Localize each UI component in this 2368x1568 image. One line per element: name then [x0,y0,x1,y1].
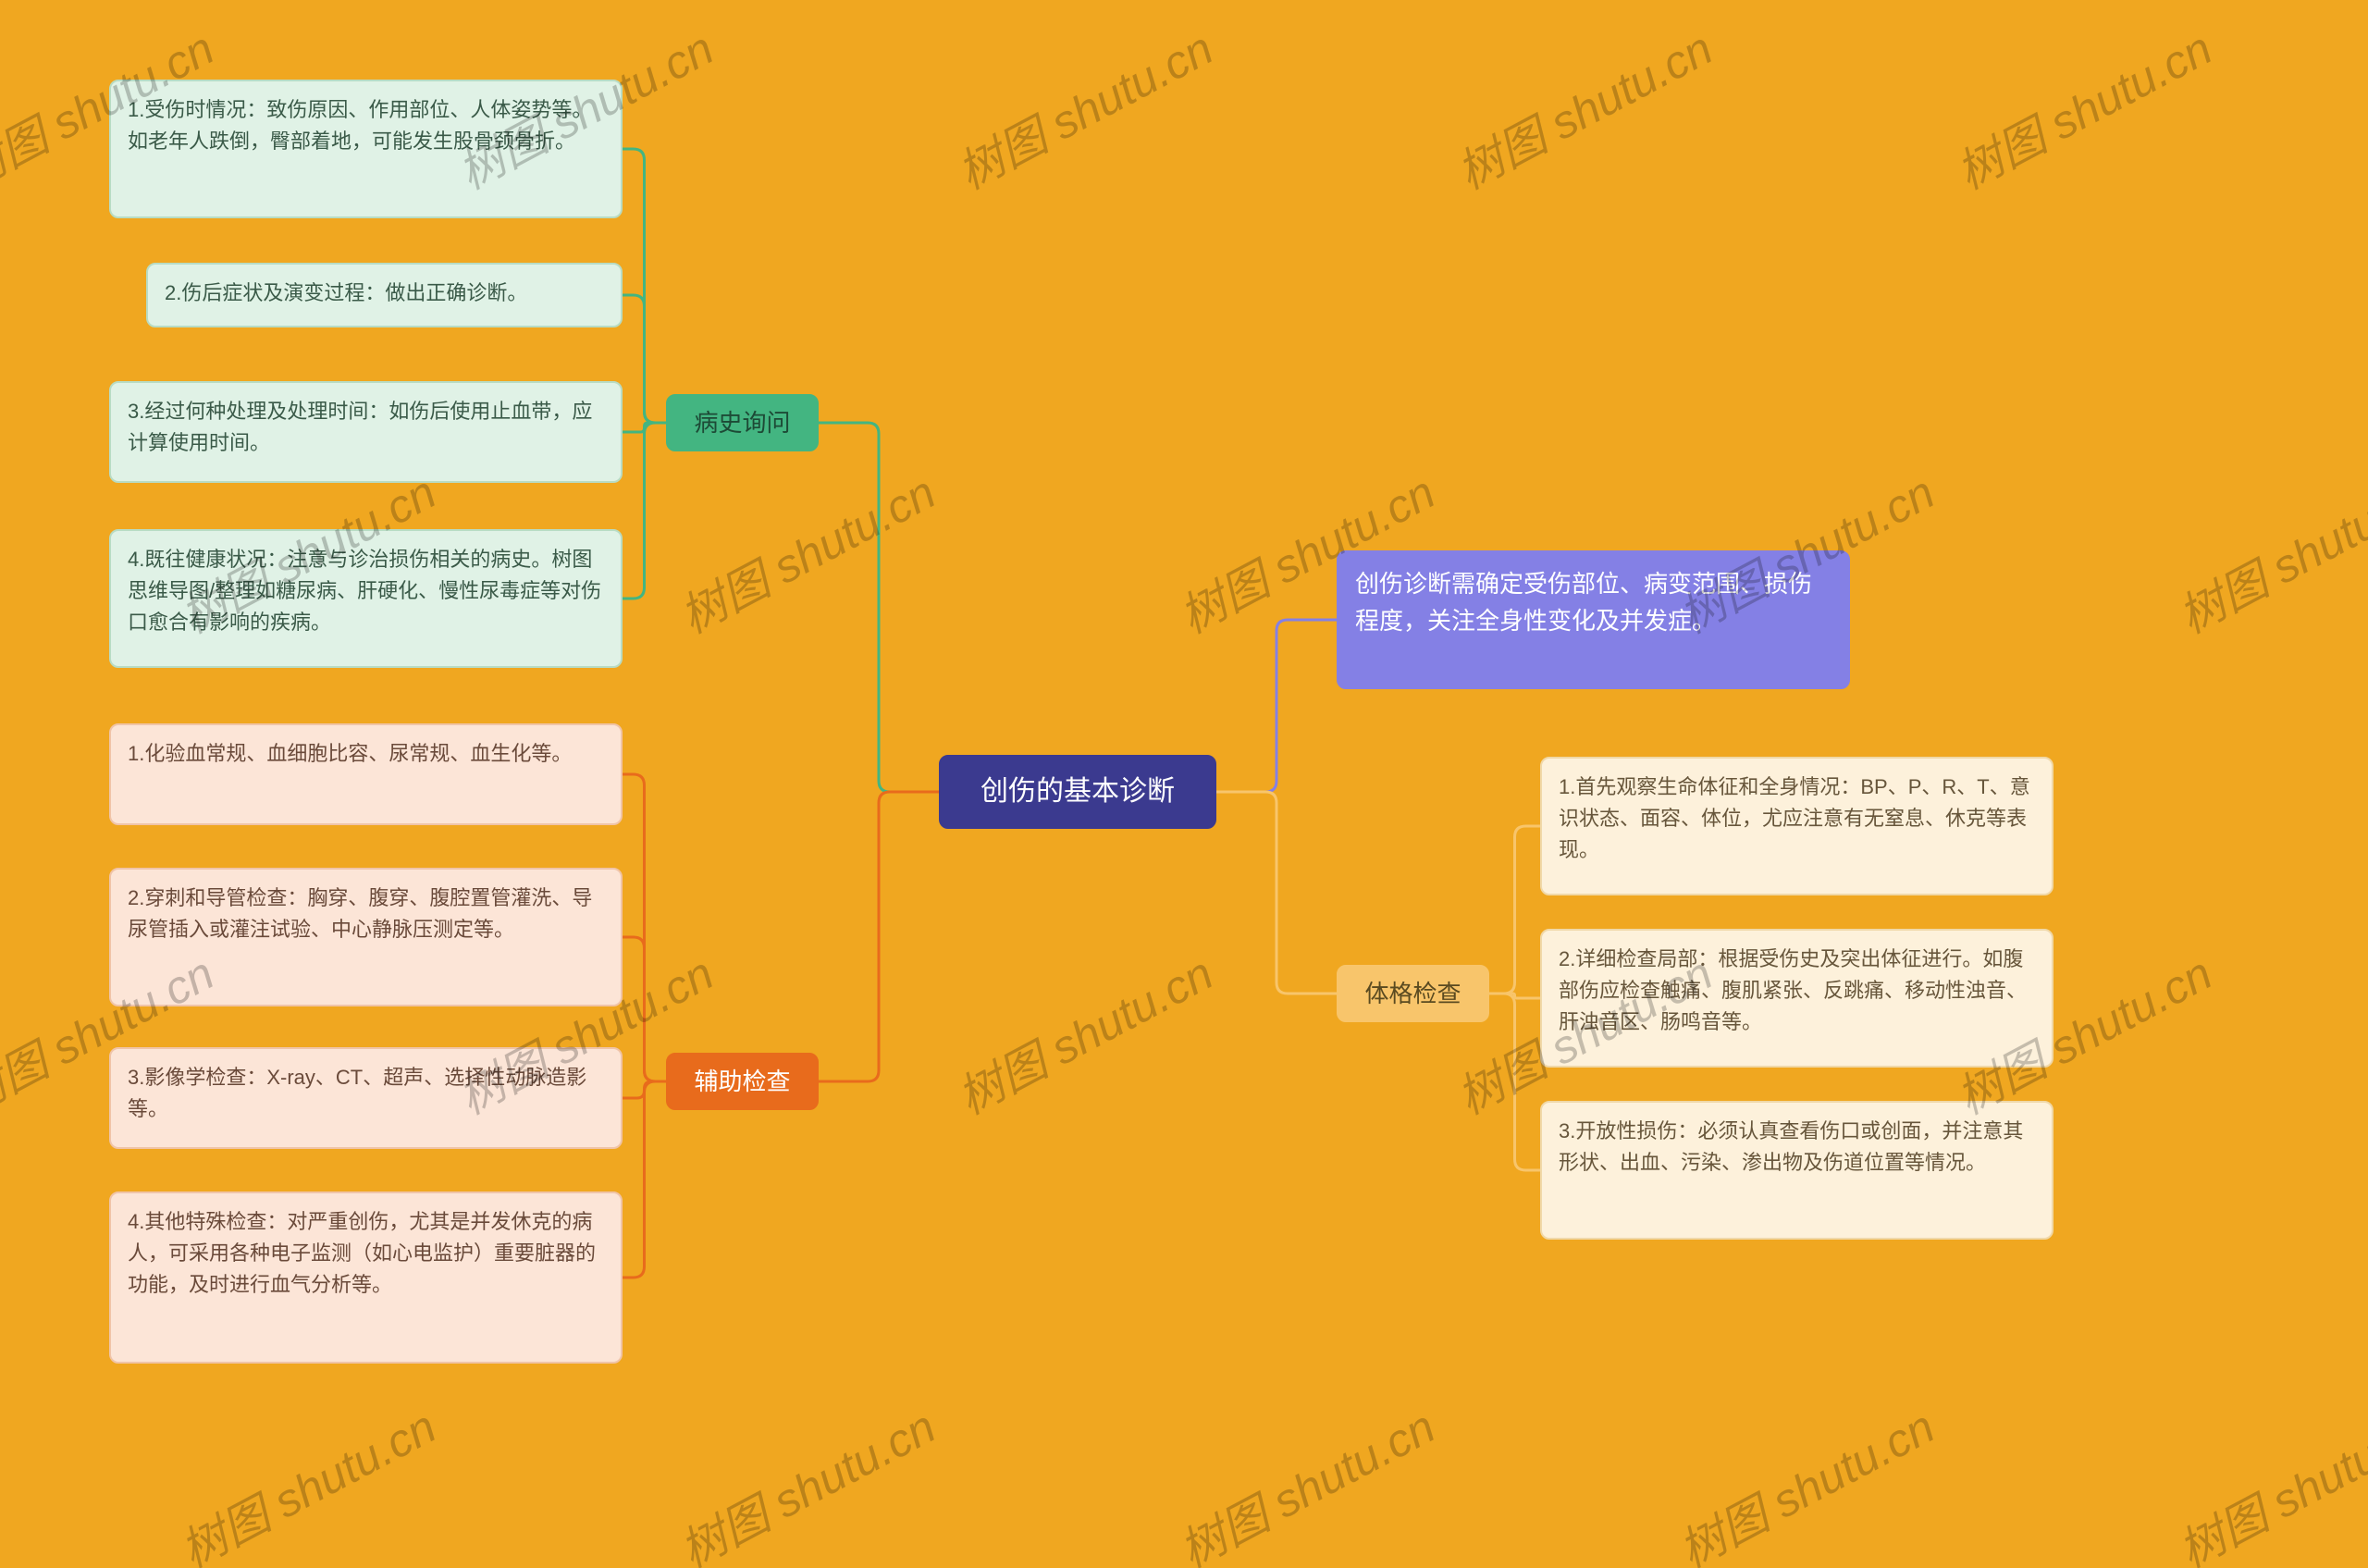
leaf-h4-label: 4.既往健康状况：注意与诊治损伤相关的病史。树图思维导图/整理如糖尿病、肝硬化、… [128,548,601,634]
watermark: 树图 shutu.cn [944,12,1223,203]
watermark: 树图 shutu.cn [1166,1390,1445,1568]
leaf-a4: 4.其他特殊检查：对严重创伤，尤其是并发休克的病人，可采用各种电子监测（如心电监… [109,1191,623,1364]
leaf-h3-label: 3.经过何种处理及处理时间：如伤后使用止血带，应计算使用时间。 [128,400,592,454]
edge [1216,620,1337,792]
edge [623,774,666,1081]
edge [623,423,666,599]
watermark: 树图 shutu.cn [1943,12,2222,203]
edge [819,423,939,792]
leaf-a3: 3.影像学检查：X-ray、CT、超声、选择性动脉造影等。 [109,1047,623,1149]
branch-summary-label: 创伤诊断需确定受伤部位、病变范围、损伤程度，关注全身性变化及并发症。 [1355,570,1812,635]
leaf-a2: 2.穿刺和导管检查：胸穿、腹穿、腹腔置管灌洗、导尿管插入或灌注试验、中心静脉压测… [109,868,623,1006]
watermark: 树图 shutu.cn [167,1390,446,1568]
watermark: 树图 shutu.cn [2165,1390,2368,1568]
watermark: 树图 shutu.cn [667,1390,945,1568]
leaf-a1-label: 1.化验血常规、血细胞比容、尿常规、血生化等。 [128,742,572,765]
leaf-p1-label: 1.首先观察生命体征和全身情况：BP、P、R、T、意识状态、面容、体位，尤应注意… [1559,775,2030,861]
edge [1489,826,1540,994]
leaf-h2-label: 2.伤后症状及演变过程：做出正确诊断。 [165,281,527,304]
branch-history-label: 病史询问 [694,404,790,441]
edge [623,1081,666,1098]
mindmap-stage: 创伤的基本诊断 创伤诊断需确定受伤部位、病变范围、损伤程度，关注全身性变化及并发症… [0,0,2368,1568]
watermark: 树图 shutu.cn [667,456,945,647]
leaf-h4: 4.既往健康状况：注意与诊治损伤相关的病史。树图思维导图/整理如糖尿病、肝硬化、… [109,529,623,668]
branch-physical-label: 体格检查 [1364,975,1461,1012]
edge [623,295,666,423]
leaf-a3-label: 3.影像学检查：X-ray、CT、超声、选择性动脉造影等。 [128,1066,586,1120]
leaf-a1: 1.化验血常规、血细胞比容、尿常规、血生化等。 [109,723,623,825]
root-node-label: 创伤的基本诊断 [980,771,1175,814]
leaf-h1-label: 1.受伤时情况：致伤原因、作用部位、人体姿势等。如老年人跌倒，臀部着地，可能发生… [128,98,592,153]
edge [623,423,666,432]
leaf-p2: 2.详细检查局部：根据受伤史及突出体征进行。如腹部伤应检查触痛、腹肌紧张、反跳痛… [1540,929,2054,1068]
watermark: 树图 shutu.cn [944,937,1223,1128]
leaf-h1: 1.受伤时情况：致伤原因、作用部位、人体姿势等。如老年人跌倒，臀部着地，可能发生… [109,80,623,218]
leaf-p2-label: 2.详细检查局部：根据受伤史及突出体征进行。如腹部伤应检查触痛、腹肌紧张、反跳痛… [1559,947,2027,1033]
branch-aux-label: 辅助检查 [694,1063,790,1100]
branch-history: 病史询问 [666,394,819,451]
edge [1216,792,1337,994]
edge [623,937,666,1081]
leaf-a2-label: 2.穿刺和导管检查：胸穿、腹穿、腹腔置管灌洗、导尿管插入或灌注试验、中心静脉压测… [128,886,592,941]
watermark: 树图 shutu.cn [1666,1390,1944,1568]
leaf-h2: 2.伤后症状及演变过程：做出正确诊断。 [146,263,623,327]
watermark: 树图 shutu.cn [2165,456,2368,647]
branch-physical: 体格检查 [1337,965,1489,1022]
edge [623,1081,666,1278]
edge [623,149,666,423]
root-node: 创伤的基本诊断 [939,755,1216,829]
leaf-p1: 1.首先观察生命体征和全身情况：BP、P、R、T、意识状态、面容、体位，尤应注意… [1540,757,2054,895]
branch-aux: 辅助检查 [666,1053,819,1110]
branch-summary: 创伤诊断需确定受伤部位、病变范围、损伤程度，关注全身性变化及并发症。 [1337,550,1850,689]
leaf-a4-label: 4.其他特殊检查：对严重创伤，尤其是并发休克的病人，可采用各种电子监测（如心电监… [128,1210,596,1296]
edge [1489,994,1540,998]
leaf-p3-label: 3.开放性损伤：必须认真查看伤口或创面，并注意其形状、出血、污染、渗出物及伤道位… [1559,1119,2023,1174]
leaf-h3: 3.经过何种处理及处理时间：如伤后使用止血带，应计算使用时间。 [109,381,623,483]
edge [819,792,939,1081]
edge [1489,994,1540,1170]
leaf-p3: 3.开放性损伤：必须认真查看伤口或创面，并注意其形状、出血、污染、渗出物及伤道位… [1540,1101,2054,1240]
watermark: 树图 shutu.cn [1444,12,1722,203]
